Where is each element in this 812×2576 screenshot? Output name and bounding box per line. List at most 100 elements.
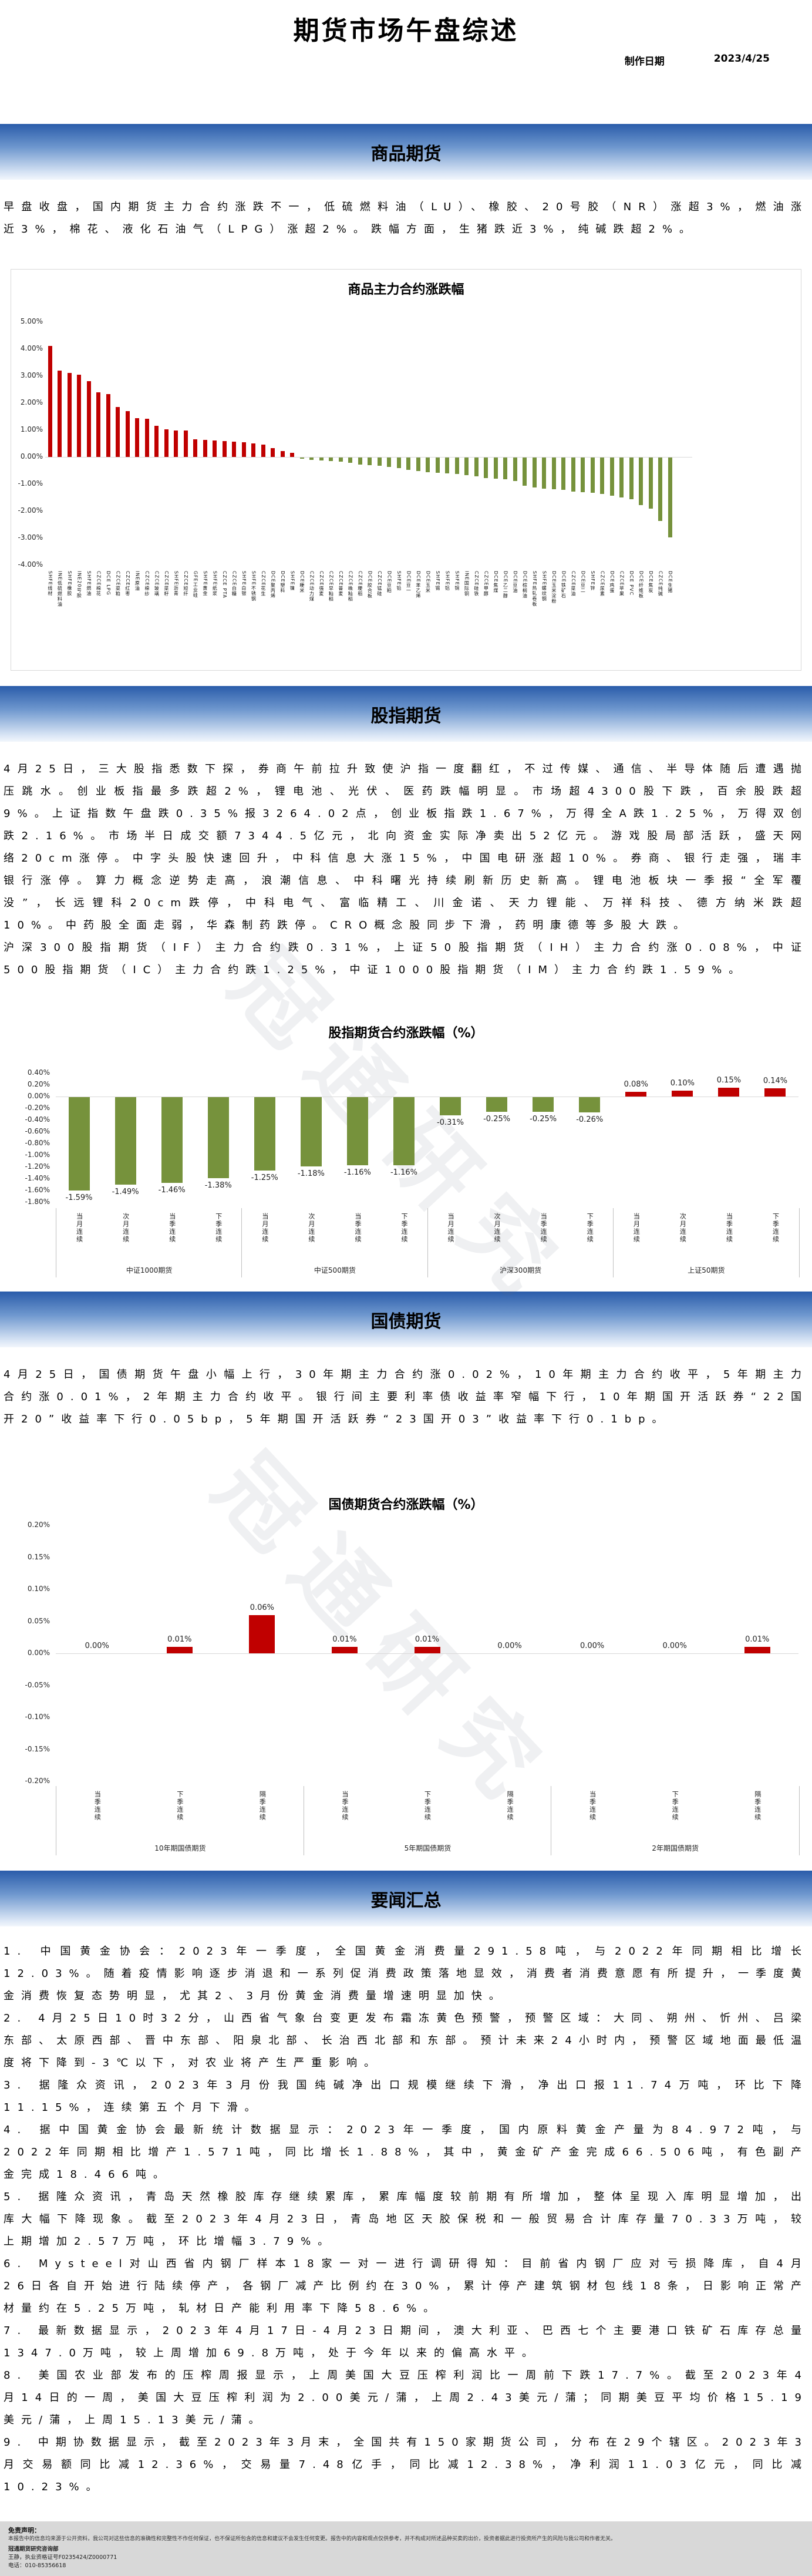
commodity-bar — [629, 458, 634, 500]
group-cell: 沪深300期货 — [427, 1208, 614, 1277]
commodity-bar — [464, 458, 469, 475]
x-axis-label: SHFE镍 — [289, 571, 295, 591]
chart-bar — [300, 1097, 322, 1166]
chart-title: 商品主力合约涨跌幅 — [348, 283, 464, 297]
y-axis-tick: 2.00% — [20, 398, 43, 406]
x-axis-label: CZCE晚籼稻 — [348, 571, 353, 602]
x-axis-label: 隔季连续 — [753, 1791, 762, 1821]
y-axis-tick: 0.00% — [27, 1092, 50, 1100]
y-axis-tick: -0.10% — [25, 1713, 50, 1721]
x-axis-label: CZCE白糖 — [231, 571, 237, 597]
commodity-bar — [551, 458, 556, 490]
section-title: 国债期货 — [370, 1311, 442, 1332]
commodity-bar — [600, 458, 605, 495]
chart-bar — [718, 1088, 740, 1097]
bar-value-label: -1.16% — [390, 1168, 417, 1177]
commodity-bar — [348, 458, 353, 463]
group-cell: 中证500期货 — [241, 1208, 427, 1277]
x-axis-label: CZCE短纤 — [183, 571, 188, 597]
x-axis-label: 下季连续 — [400, 1213, 409, 1243]
x-axis-label: 当季连续 — [588, 1791, 597, 1821]
y-axis-tick: 0.10% — [27, 1585, 50, 1593]
x-axis-label: 当月连续 — [75, 1213, 83, 1243]
bar-value-label: -1.38% — [204, 1181, 232, 1190]
x-axis-label: 次月连续 — [122, 1213, 130, 1243]
x-axis-label: SHFE铜 — [454, 571, 460, 591]
chart-bar — [744, 1647, 770, 1653]
equity-index-summary: 4月25日，三大股指悉数下探，券商午前拉升致使沪指一度翻红，不过传媒、通信、半导… — [4, 763, 808, 931]
bar-value-label: -0.26% — [576, 1115, 604, 1124]
group-cell: 10年期国债期货 — [56, 1786, 304, 1855]
commodity-bar — [271, 448, 275, 457]
y-axis-tick: -3.00% — [18, 533, 43, 542]
chart-bar — [414, 1647, 440, 1653]
chart-bar — [249, 1615, 275, 1653]
x-axis-label: CZCE菜粕 — [115, 571, 121, 597]
section-header-bond: 国债期货 — [0, 1292, 812, 1347]
news-item: 5. 据隆众资讯，青岛天然橡胶库存继续累库，累库幅度较前期有所增加，整体呈现入库… — [4, 2191, 808, 2248]
commodity-bar — [648, 458, 653, 509]
x-axis-label: DCE鸡蛋 — [609, 571, 615, 593]
commodity-bar — [581, 458, 585, 492]
y-axis-tick: 0.00% — [27, 1649, 50, 1657]
commodity-bar — [484, 458, 488, 478]
commodity-bar — [368, 458, 372, 465]
commodity-summary: 早盘收盘，国内期货主力合约涨跌不一，低硫燃料油（LU）、橡胶、20号胶（NR）涨… — [4, 201, 808, 236]
group-cell: 中证1000期货 — [56, 1208, 242, 1277]
x-axis-label: 当季连续 — [540, 1213, 548, 1243]
x-axis-label: CZCE棉纱 — [144, 571, 150, 597]
x-axis-label: SHFE橡胶 — [66, 571, 72, 596]
x-axis-label: CZCE早籼稻 — [328, 571, 334, 602]
x-axis-label: CZCE尿素 — [599, 571, 605, 597]
commodity-bar — [203, 439, 207, 457]
x-axis-label: DCE棕榈油 — [522, 571, 528, 598]
commodity-bar — [135, 418, 140, 457]
x-axis-label: SHFE线材 — [47, 571, 53, 596]
chart-bar — [346, 1097, 368, 1165]
commodity-bar — [58, 370, 62, 457]
bar-value-label: 0.06% — [250, 1603, 275, 1612]
y-axis-tick: -4.00% — [18, 560, 43, 569]
commodity-chart: 商品主力合约涨跌幅 5.00% 4.00% 3.00% 2.00% 1.00% 0.00%… — [11, 269, 801, 671]
x-axis-label: 下季连续 — [586, 1213, 594, 1243]
bar-value-label: 0.10% — [670, 1079, 695, 1088]
x-axis-label: DCE玉米 — [425, 571, 431, 593]
commodity-bar — [154, 425, 159, 457]
bar-value-label: -1.59% — [65, 1193, 93, 1202]
news-item: 8. 美国农业部发布的压榨周报显示，上周美国大豆压榨利润比一周前下跌17.7%。… — [4, 2369, 808, 2426]
commodity-bar — [67, 373, 72, 457]
commodity-bar — [106, 394, 110, 457]
commodity-bar — [144, 418, 149, 457]
x-axis-label: DCE聚丙烯 — [270, 571, 276, 598]
x-axis-label: DCE PVC — [628, 571, 634, 596]
bar-value-label: 0.01% — [415, 1635, 440, 1645]
x-axis-label: CZCE纯碱 — [658, 571, 663, 597]
x-axis-label: SHFE铅 — [396, 571, 402, 591]
x-axis-label: 次月连续 — [679, 1213, 687, 1243]
x-axis-label: 隔季连续 — [506, 1791, 514, 1821]
bar-value-label: 0.00% — [497, 1642, 522, 1650]
x-axis-label: 下季连续 — [176, 1791, 184, 1821]
commodity-bar — [377, 458, 382, 466]
commodity-bar — [590, 458, 595, 493]
group-caption: 2年期国债期货 — [652, 1844, 699, 1852]
x-axis-label: INE国际铜 — [464, 571, 470, 597]
commodity-bar — [658, 458, 663, 522]
chart-bar — [533, 1097, 554, 1112]
y-axis-tick: -1.20% — [25, 1162, 50, 1171]
news-item: 6. Mysteel对山西省内钢厂样本18家一对一进行调研得知：目前省内钢厂应对… — [4, 2258, 808, 2315]
bar-value-label: 0.00% — [579, 1642, 605, 1650]
news-item: 3. 据隆众资讯，2023年3月份我国纯碱净出口规模继续下滑，净出口报11.74… — [4, 2079, 808, 2114]
commodity-bar — [571, 458, 575, 492]
commodity-bar — [639, 458, 643, 505]
commodity-bar — [213, 440, 217, 457]
x-axis-label: CZCE强麦 — [318, 571, 324, 597]
commodity-bar — [309, 458, 314, 460]
x-axis-label: SHFE铝 — [444, 571, 450, 591]
commodity-bar — [474, 458, 479, 477]
chart-title: 国债期货合约涨跌幅（%） — [328, 1498, 484, 1512]
chart-bar — [207, 1097, 229, 1178]
commodity-bar — [48, 346, 52, 457]
section-title: 商品期货 — [370, 143, 442, 164]
